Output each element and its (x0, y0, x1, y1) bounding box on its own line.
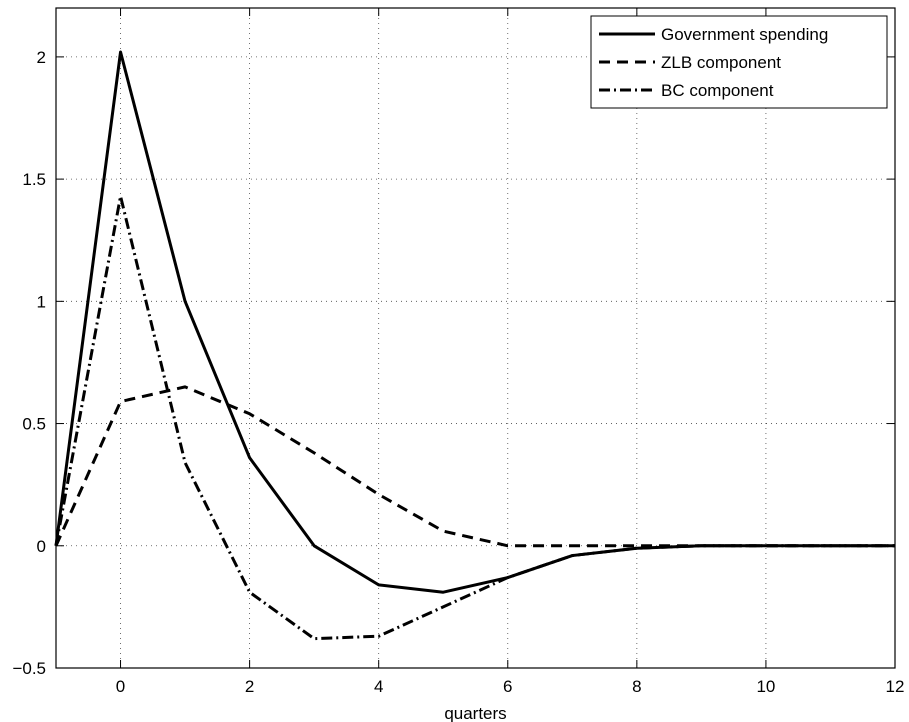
y-tick-label-1: 0 (37, 537, 46, 556)
y-tick-label-4: 1.5 (22, 170, 46, 189)
axes: 0 2 4 6 8 10 12 −0.5 0 0.5 1 1.5 2 (12, 7, 905, 696)
legend: Government spending ZLB component BC compo… (590, 15, 888, 109)
y-tick-label-3: 1 (37, 292, 46, 311)
y-tick-label-2: 0.5 (22, 415, 46, 434)
x-tick-label-0: 0 (116, 677, 125, 696)
legend-label-1: ZLB component (661, 53, 781, 72)
series-group (54, 50, 895, 641)
x-tick-label-3: 6 (503, 677, 512, 696)
y-tick-label-5: 2 (37, 48, 46, 67)
x-axis-label: quarters (444, 704, 506, 722)
series-line-bc-component (54, 194, 895, 641)
y-tick-label-0: −0.5 (12, 659, 46, 678)
x-tick-label-4: 8 (632, 677, 641, 696)
x-tick-label-1: 2 (245, 677, 254, 696)
x-tick-label-6: 12 (886, 677, 905, 696)
x-tick-label-5: 10 (756, 677, 775, 696)
legend-label-2: BC component (661, 81, 774, 100)
x-tick-label-2: 4 (374, 677, 383, 696)
legend-label-0: Government spending (661, 25, 828, 44)
plot-frame (55, 7, 896, 669)
